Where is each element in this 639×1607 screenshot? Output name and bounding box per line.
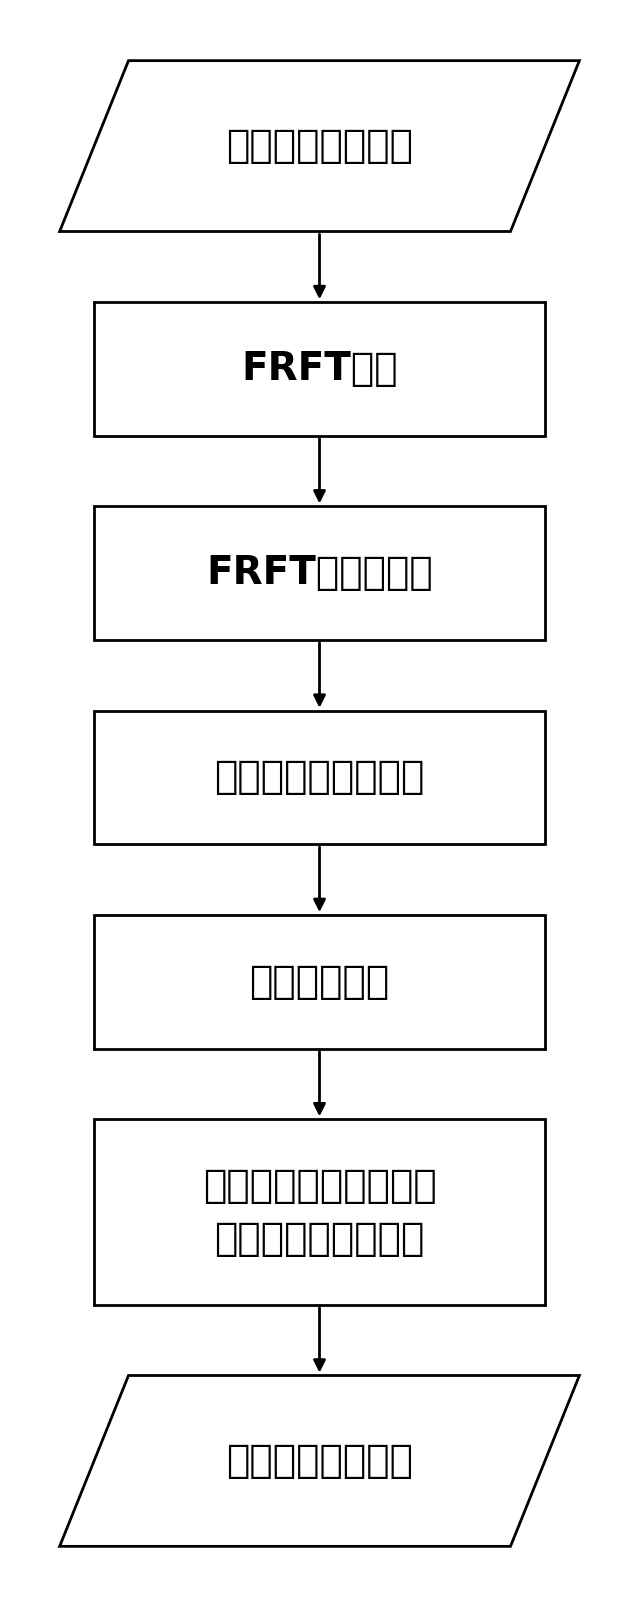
Polygon shape: [59, 1376, 580, 1546]
Bar: [94, 506, 545, 640]
Text: 聚类数据筛选: 聚类数据筛选: [249, 963, 390, 1001]
Text: 时间、脉宽、幅值: 时间、脉宽、幅值: [226, 1441, 413, 1480]
Text: FRFT谱图像增强: FRFT谱图像增强: [206, 554, 433, 593]
Text: 图像数据聚类及分离: 图像数据聚类及分离: [214, 759, 425, 797]
Bar: [94, 914, 545, 1049]
Bar: [94, 302, 545, 435]
Polygon shape: [59, 61, 580, 231]
Bar: [94, 1118, 545, 1305]
Bar: [94, 710, 545, 844]
Text: 统计并拟合各聚类数据
峰值位置、峰值强度: 统计并拟合各聚类数据 峰值位置、峰值强度: [203, 1167, 436, 1258]
Text: 含噪激光回波信号: 含噪激光回波信号: [226, 127, 413, 166]
Text: FRFT变换: FRFT变换: [241, 350, 398, 387]
